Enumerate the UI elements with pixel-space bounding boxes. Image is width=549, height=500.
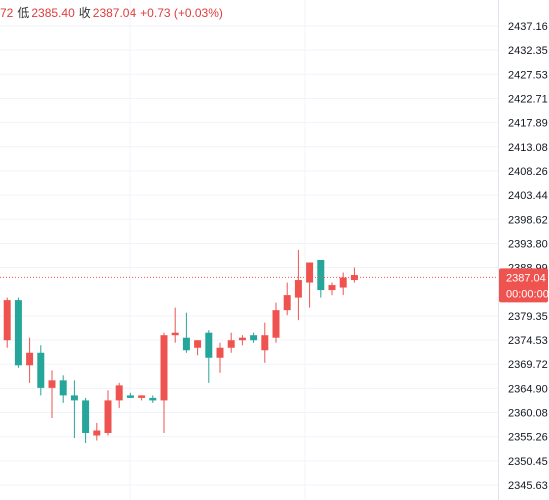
candle-body xyxy=(138,395,146,398)
y-tick-label: 2432.35 xyxy=(508,45,548,57)
candle-body xyxy=(182,337,190,351)
candle-body xyxy=(70,395,78,401)
candle-body xyxy=(37,352,45,388)
candle-body xyxy=(216,347,224,358)
y-tick-label: 2360.08 xyxy=(508,408,548,420)
y-tick-label: 2427.53 xyxy=(508,69,548,81)
candle-body xyxy=(104,400,112,433)
price-axis[interactable]: 2437.16 2432.35 2427.53 2422.71 2417.89 2413.… xyxy=(498,0,548,500)
low-value: 2385.40 xyxy=(31,6,75,20)
y-tick-label: 2403.44 xyxy=(508,190,548,202)
candle-body xyxy=(205,332,213,358)
y-tick-label: 2374.53 xyxy=(508,335,548,347)
candle-body xyxy=(328,285,336,291)
candle-body xyxy=(171,332,179,336)
low-label: 低 xyxy=(17,6,30,20)
candle-body xyxy=(115,385,123,401)
candle-body xyxy=(3,300,11,341)
y-tick-label: 2413.08 xyxy=(508,142,548,154)
ohlc-legend: 72 低 2385.40 收 2387.04 +0.73 (+0.03%) xyxy=(0,3,227,23)
candle-body xyxy=(339,277,347,288)
y-tick-label: 2422.71 xyxy=(508,93,548,105)
close-value: 2387.04 xyxy=(92,6,137,20)
open-fragment: 72 xyxy=(0,6,14,20)
y-tick-label: 2393.80 xyxy=(508,238,548,250)
grid-lines xyxy=(0,0,498,500)
candle-body xyxy=(317,259,325,291)
y-tick-label: 2369.72 xyxy=(508,359,548,371)
countdown-timer: 00:00:00 xyxy=(506,288,549,300)
last-price-badge xyxy=(499,268,548,303)
last-price-marker: 2387.04 00:00:00 xyxy=(0,268,549,303)
candle-body xyxy=(238,337,246,341)
y-tick-label: 2379.35 xyxy=(508,311,548,323)
candle-body xyxy=(14,300,22,366)
y-tick-label: 2345.63 xyxy=(508,480,548,492)
close-label: 收 xyxy=(78,6,91,20)
candles xyxy=(3,249,358,444)
y-tick-label: 2437.16 xyxy=(508,21,548,33)
candle-body xyxy=(26,352,34,366)
candle-body xyxy=(294,280,302,298)
change-value: +0.73 (+0.03%) xyxy=(140,6,223,20)
candle-body xyxy=(48,380,56,388)
candle-body xyxy=(126,395,134,398)
candle-body xyxy=(227,340,235,348)
y-tick-label: 2398.62 xyxy=(508,214,548,226)
candle-body xyxy=(261,335,269,351)
candle-body xyxy=(82,400,90,433)
y-tick-label: 2408.26 xyxy=(508,166,548,178)
candle-body xyxy=(93,430,101,436)
y-tick-label: 2350.45 xyxy=(508,456,548,468)
y-tick-label: 2364.90 xyxy=(508,383,548,395)
candle-body xyxy=(250,335,258,341)
candle-body xyxy=(149,397,157,401)
candle-body xyxy=(283,295,291,311)
y-tick-label: 2355.26 xyxy=(508,432,548,444)
candle-body xyxy=(194,340,202,348)
candle-body xyxy=(272,310,280,338)
last-price-value: 2387.04 xyxy=(506,272,546,284)
y-tick-label: 2417.89 xyxy=(508,118,548,130)
candle-body xyxy=(306,262,314,283)
candle-body xyxy=(160,335,168,401)
candle-body xyxy=(59,380,67,396)
